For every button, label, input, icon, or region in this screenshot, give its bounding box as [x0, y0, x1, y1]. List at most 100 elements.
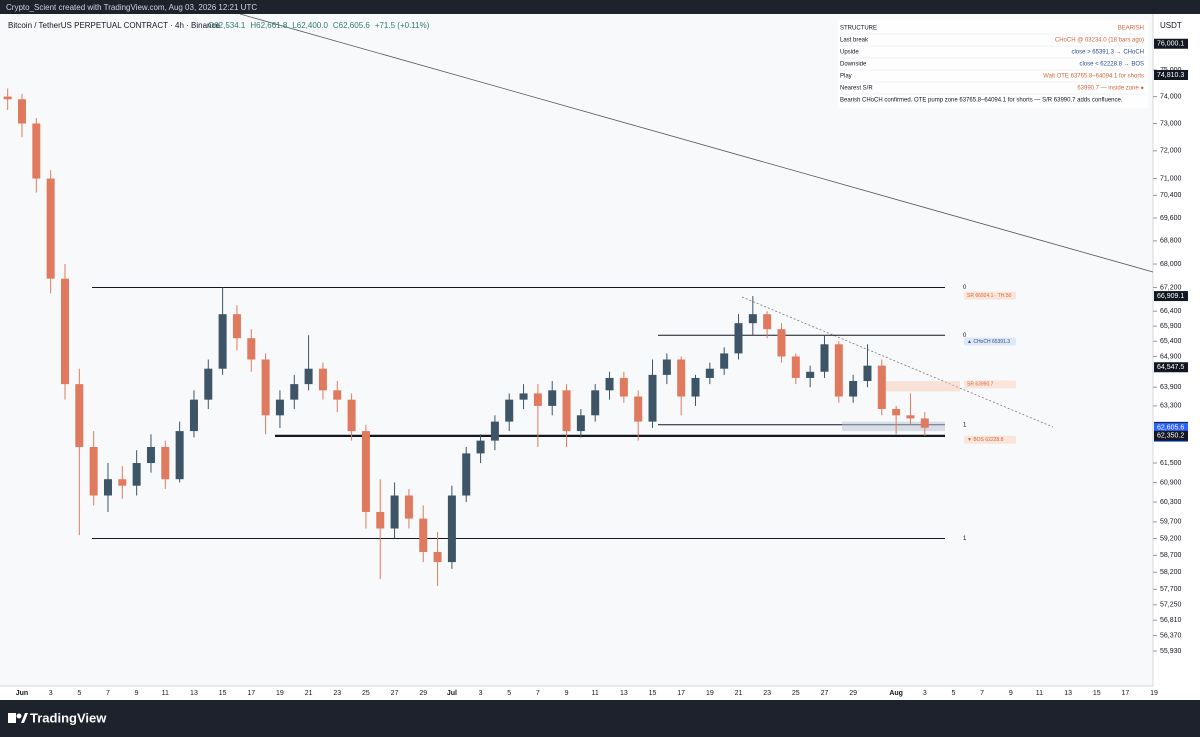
- date-label: 5: [951, 690, 955, 697]
- candle-body: [189, 399, 198, 432]
- price-label: 63,300: [1160, 403, 1182, 410]
- candle-body: [605, 377, 614, 391]
- candle-body: [232, 314, 241, 339]
- candle-body: [562, 390, 571, 432]
- info-value: BEARISH: [1118, 26, 1144, 32]
- date-label: 3: [479, 690, 483, 697]
- candle-body: [390, 495, 399, 529]
- price-label: 63,900: [1160, 384, 1182, 391]
- price-label: 65,400: [1160, 338, 1182, 345]
- date-label: 21: [305, 690, 313, 697]
- price-label: 58,700: [1160, 552, 1182, 559]
- date-label: Jun: [16, 690, 28, 697]
- candle-body: [60, 278, 69, 385]
- date-label: 17: [247, 690, 255, 697]
- info-value: close > 65391.3 → CHoCH: [1071, 50, 1144, 56]
- date-label: 23: [763, 690, 771, 697]
- candle-body: [734, 323, 743, 354]
- trendline-dotted: [741, 296, 1054, 428]
- date-label: 15: [219, 690, 227, 697]
- ote-zone: [880, 381, 960, 392]
- date-label: 19: [1150, 690, 1158, 697]
- footer-bar: [0, 700, 1200, 737]
- price-label: 68,800: [1160, 238, 1182, 245]
- info-key: Upside: [840, 50, 859, 56]
- date-label: 5: [77, 690, 81, 697]
- price-highlight: [1154, 38, 1188, 49]
- candle-body: [433, 551, 442, 563]
- candle-body: [218, 314, 227, 369]
- candle-body: [146, 446, 155, 464]
- price-highlight-label: 66,909.1: [1157, 293, 1184, 300]
- ohlc-value: O62,534.1: [208, 21, 246, 30]
- price-label: 61,500: [1160, 460, 1182, 467]
- date-label: 3: [923, 690, 927, 697]
- info-key: Nearest S/R: [840, 86, 873, 92]
- date-label: Jul: [447, 690, 457, 697]
- price-highlight: [1154, 430, 1188, 441]
- date-label: 9: [1009, 690, 1013, 697]
- info-value: CHoCH @ 63234.0 (18 bars ago): [1055, 38, 1144, 44]
- info-note: Bearish CHoCH confirmed. OTE pump zone 6…: [840, 98, 1123, 104]
- info-value: close < 62228.8 → BOS: [1079, 62, 1144, 68]
- date-label: 13: [620, 690, 628, 697]
- price-label: 57,250: [1160, 602, 1182, 609]
- tag-bg: [964, 380, 1016, 389]
- price-label: 55,930: [1160, 648, 1182, 655]
- candle-body: [849, 381, 858, 397]
- candle-body: [3, 96, 12, 100]
- info-key: Downside: [840, 62, 867, 68]
- symbol: Bitcoin / TetherUS PERPETUAL CONTRACT · …: [8, 21, 220, 30]
- candle-body: [705, 368, 714, 378]
- candle-body: [763, 314, 772, 330]
- price-label: 68,000: [1160, 261, 1182, 268]
- date-label: 15: [1093, 690, 1101, 697]
- currency: USDT: [1160, 21, 1182, 30]
- tag-bg: [964, 435, 1016, 444]
- price-label: 71,000: [1160, 175, 1182, 182]
- info-key: Last break: [840, 38, 869, 44]
- candle-body: [347, 399, 356, 432]
- candle-body: [619, 377, 628, 397]
- level-label: 0: [963, 333, 967, 339]
- date-label: 29: [849, 690, 857, 697]
- candle-body: [806, 371, 815, 378]
- candle-body: [906, 415, 915, 419]
- candle-body: [304, 368, 313, 385]
- date-label: 19: [276, 690, 284, 697]
- price-label: 56,810: [1160, 617, 1182, 624]
- price-highlight: [1154, 362, 1188, 373]
- date-label: 7: [980, 690, 984, 697]
- candle-body: [318, 368, 327, 391]
- candle-body: [175, 431, 184, 480]
- info-value: Wait OTE 63765.8–64094.1 for shorts: [1043, 74, 1144, 80]
- price-label: 74,000: [1160, 93, 1182, 100]
- date-label: 23: [333, 690, 341, 697]
- date-label: 15: [649, 690, 657, 697]
- tag-bg: [964, 337, 1016, 346]
- price-label: 69,600: [1160, 215, 1182, 222]
- candle-body: [447, 495, 456, 563]
- candle-body: [462, 453, 471, 496]
- candle-body: [576, 415, 585, 432]
- level-label: 1: [963, 536, 967, 542]
- candle-body: [275, 399, 284, 416]
- candle-body: [505, 399, 514, 422]
- candle-body: [548, 390, 557, 406]
- price-label: 65,900: [1160, 323, 1182, 330]
- date-label: 29: [419, 690, 427, 697]
- candle-body: [46, 178, 55, 279]
- candle-body: [634, 396, 643, 422]
- price-label: 64,900: [1160, 353, 1182, 360]
- ohlc-value: C62,605.6: [333, 21, 370, 30]
- date-label: 17: [677, 690, 685, 697]
- candle-body: [32, 123, 41, 179]
- level-label: 1: [963, 422, 967, 428]
- price-highlight: [1154, 69, 1188, 80]
- candle-body: [290, 384, 299, 400]
- candle-body: [834, 344, 843, 397]
- price-highlight-label: 62,350.2: [1157, 433, 1184, 440]
- price-label: 70,400: [1160, 192, 1182, 199]
- tag-text: SR 66924.1 · TH.50: [967, 293, 1012, 299]
